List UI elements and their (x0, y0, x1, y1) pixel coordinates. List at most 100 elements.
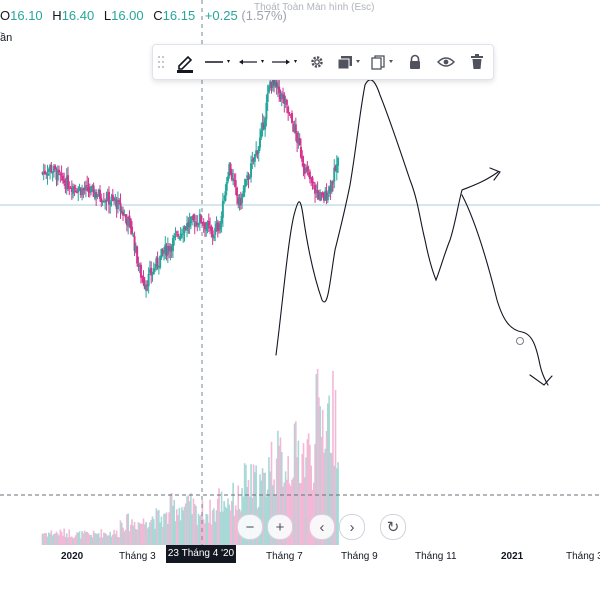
candle-body (70, 188, 73, 192)
volume-bar (42, 533, 45, 545)
candle-body (330, 181, 333, 193)
volume-bar (206, 514, 209, 545)
volume-bar (190, 493, 192, 545)
candle-body (267, 86, 270, 93)
volume-bar (310, 465, 312, 545)
candle-body (45, 173, 48, 175)
volume-bar (150, 519, 152, 545)
settings-button[interactable] (302, 45, 333, 79)
candle-body (192, 214, 195, 221)
candle-body (58, 169, 61, 173)
volume-bar (59, 529, 62, 545)
lock-button[interactable] (399, 45, 430, 79)
candle-body (196, 222, 199, 225)
reset-icon: ↻ (386, 518, 400, 536)
volume-bar (41, 533, 44, 545)
reset-chart-button[interactable]: ↻ (380, 514, 406, 540)
freehand-drawing[interactable] (275, 79, 553, 386)
candle-body (280, 93, 283, 99)
trash-icon (471, 54, 484, 69)
candle-body (218, 229, 221, 231)
volume-bar (104, 533, 106, 545)
candle-body (184, 226, 187, 230)
volume-bar (233, 515, 236, 545)
volume-bar (259, 474, 261, 545)
delete-button[interactable] (462, 45, 493, 79)
candle-body (315, 190, 318, 193)
candle-body (188, 221, 191, 228)
volume-bar (165, 512, 168, 545)
volume-bar (97, 533, 100, 545)
exit-fullscreen-label: Thoát Toàn Màn hình (254, 2, 349, 13)
scroll-left-button[interactable]: ‹ (309, 514, 335, 540)
scroll-right-button[interactable]: › (339, 514, 365, 540)
candle-body (143, 284, 146, 289)
drawing-stroke (529, 374, 553, 386)
time-axis-label: Tháng 3 (119, 551, 156, 562)
candle-body (81, 188, 84, 196)
line-style-icon (205, 60, 231, 63)
candle-body (243, 185, 246, 193)
volume-bar (323, 452, 325, 545)
candle-body (216, 222, 219, 231)
zoom-in-button[interactable]: + (267, 514, 293, 540)
volume-bar (156, 510, 159, 545)
candle-body (186, 223, 189, 231)
candle-body (110, 196, 113, 202)
reference-lines (0, 0, 600, 545)
volume-bar (305, 457, 307, 545)
volume-bar (109, 531, 112, 545)
volume-bar (297, 440, 300, 545)
candle-body (275, 82, 278, 88)
clone-button[interactable] (366, 45, 399, 79)
candle-body (220, 215, 223, 224)
visibility-button[interactable] (430, 45, 461, 79)
volume-bar (287, 456, 289, 545)
candle-body (211, 230, 214, 237)
candle-body (271, 78, 274, 87)
volume-bar (306, 439, 309, 545)
candle-body (276, 84, 279, 89)
candle-body (43, 170, 46, 174)
volume-bar (87, 533, 90, 545)
candle-body (74, 190, 77, 192)
volume-bar (277, 430, 279, 545)
line-style-button[interactable] (202, 45, 235, 79)
candle-body (134, 245, 137, 253)
eye-icon (437, 57, 456, 67)
candle-body (246, 175, 249, 178)
time-axis-label: Tháng 3 (566, 551, 600, 562)
volume-bar (122, 527, 124, 545)
volume-bar (300, 483, 302, 545)
volume-bar (286, 479, 288, 545)
zoom-out-button[interactable]: − (237, 514, 263, 540)
volume-bar (232, 482, 234, 545)
candle-body (148, 269, 151, 273)
volume-bar (214, 521, 216, 545)
volume-bar (91, 537, 94, 545)
candle-body (177, 234, 180, 237)
volume-bar (193, 504, 196, 545)
line-start-icon (238, 59, 264, 65)
drag-handle-icon[interactable] (153, 45, 169, 79)
line-end-button[interactable] (268, 45, 301, 79)
candle-body (82, 188, 85, 190)
volume-bar (292, 477, 295, 545)
volume-bar (73, 537, 76, 545)
pencil-color-button[interactable] (169, 45, 202, 79)
volume-bar (252, 464, 255, 545)
volume-bar (129, 524, 132, 545)
layers-button[interactable] (333, 45, 366, 79)
volume-bar (205, 513, 208, 545)
volume-bar (291, 479, 293, 545)
candle-body (96, 195, 99, 197)
candle-body (294, 124, 297, 134)
layers-icon (337, 56, 361, 70)
volume-bar (94, 533, 96, 545)
volume-bar (151, 516, 154, 545)
line-start-button[interactable] (235, 45, 268, 79)
candle-body (325, 192, 328, 200)
volume-bar (234, 505, 237, 545)
candle-body (331, 182, 334, 184)
